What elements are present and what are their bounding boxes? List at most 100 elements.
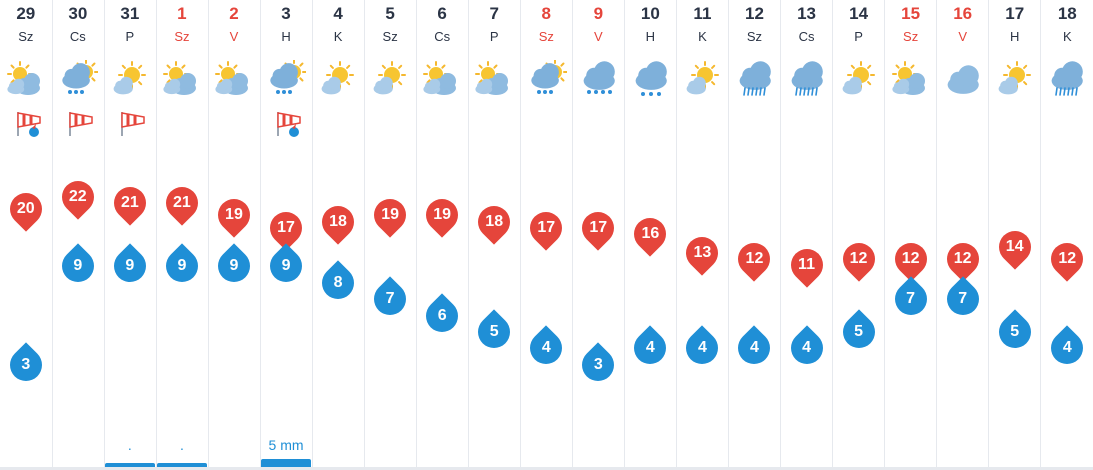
min-temp-value: 4 (750, 339, 759, 357)
day-column[interactable]: 11 K 13 4 (677, 0, 730, 470)
day-date: 7 (489, 4, 499, 23)
day-date: 31 (120, 4, 140, 23)
day-weekday: V (229, 29, 239, 44)
day-date: 15 (901, 4, 921, 23)
day-column[interactable]: 1 Sz 21 9. (156, 0, 209, 470)
max-temp-pin: 20 (3, 186, 49, 232)
cloud-icon (943, 60, 983, 102)
day-weekday: H (645, 29, 656, 44)
min-temp-value: 9 (229, 257, 239, 275)
max-temp-value: 12 (901, 250, 920, 267)
day-column[interactable]: 17 H 14 5 (989, 0, 1042, 470)
min-temp-drop: 7 (887, 276, 934, 322)
max-temp-pin: 12 (835, 236, 882, 282)
sun-cloud-icon (683, 60, 723, 102)
min-temp-value: 4 (541, 339, 551, 357)
day-date: 3 (281, 4, 291, 23)
min-temp-drop: 3 (3, 342, 49, 388)
day-column[interactable]: 4 K 18 8 (312, 0, 365, 470)
windsock-icon (64, 108, 94, 138)
min-temp-value: 9 (73, 257, 83, 275)
windsock-icon (116, 108, 146, 138)
cloud-drizzle-icon (631, 60, 671, 102)
precip-bar (157, 463, 207, 467)
precip-bar (261, 459, 311, 467)
max-temp-value: 22 (68, 187, 87, 205)
day-date: 16 (953, 4, 973, 23)
min-temp-drop: 5 (471, 309, 517, 355)
min-temp-drop: 7 (940, 276, 986, 322)
partly-cloudy-icon (162, 60, 202, 102)
day-column[interactable]: 29 Sz 20 3 (0, 0, 53, 470)
max-temp-value: 14 (1005, 237, 1024, 255)
day-column[interactable]: 15 Sz 12 7 (885, 0, 938, 470)
partly-cloudy-icon (474, 60, 514, 102)
day-weekday: Cs (434, 29, 451, 44)
max-temp-value: 12 (953, 250, 972, 267)
min-temp-value: 9 (281, 257, 291, 275)
day-weekday: H (1010, 29, 1020, 44)
sun-cloud-icon (318, 60, 358, 102)
day-column[interactable]: 10 H 16 4 (625, 0, 678, 470)
cloud-heavy-rain-icon (1047, 60, 1087, 102)
sun-cloud-icon (370, 60, 410, 102)
day-column[interactable]: 31 P 21 9. (104, 0, 157, 470)
day-weekday: K (698, 29, 707, 44)
day-weekday: Sz (746, 29, 763, 44)
day-date: 30 (68, 4, 88, 23)
min-temp-drop: 9 (211, 243, 257, 290)
min-temp-drop: 6 (419, 292, 465, 339)
max-temp-pin: 19 (419, 192, 465, 238)
max-temp-pin: 12 (887, 236, 934, 282)
min-temp-value: 9 (125, 257, 135, 275)
day-column[interactable]: 3 H 17 9 5 mm (260, 0, 313, 470)
max-temp-value: 12 (849, 250, 868, 267)
day-column[interactable]: 6 Cs 19 6 (416, 0, 469, 470)
day-column[interactable]: 16 V 12 7 (937, 0, 990, 470)
day-date: 14 (849, 4, 869, 23)
day-weekday: K (333, 29, 343, 44)
day-column[interactable]: 8 Sz 17 4 (521, 0, 574, 470)
max-temp-pin: 12 (731, 236, 778, 282)
precip-amount: . (127, 437, 132, 453)
min-temp-value: 4 (1062, 339, 1072, 357)
day-column[interactable]: 14 P 12 5 (833, 0, 886, 470)
day-date: 1 (177, 4, 187, 23)
max-temp-pin: 14 (992, 223, 1038, 270)
day-column[interactable]: 9 V 17 3 (573, 0, 626, 470)
min-temp-drop: 4 (627, 325, 673, 372)
max-temp-pin: 12 (940, 236, 986, 282)
cloud-rain-icon (579, 60, 619, 102)
day-weekday: Cs (798, 29, 815, 44)
min-temp-value: 4 (802, 339, 811, 357)
day-column[interactable]: 7 P 18 5 (468, 0, 521, 470)
min-temp-value: 9 (177, 257, 187, 275)
precip-bar (105, 463, 155, 467)
max-temp-value: 17 (537, 218, 556, 236)
day-column[interactable]: 30 Cs 22 9 (52, 0, 105, 470)
max-temp-value: 17 (277, 218, 295, 236)
min-temp-drop: 4 (1044, 325, 1090, 372)
min-temp-drop: 8 (315, 260, 361, 306)
day-column[interactable]: 18 K 12 4 (1041, 0, 1093, 470)
day-date: 9 (593, 4, 604, 23)
day-column[interactable]: 12 Sz 12 4 (729, 0, 782, 470)
min-temp-drop: 4 (679, 325, 726, 372)
precip-baseline (0, 467, 1093, 470)
day-column[interactable]: 5 Sz 19 7 (364, 0, 417, 470)
max-temp-value: 12 (1058, 250, 1077, 267)
day-column[interactable]: 2 V 19 9 (208, 0, 261, 470)
min-temp-value: 7 (958, 290, 968, 308)
partly-cloudy-icon (214, 60, 254, 102)
day-weekday: Sz (18, 29, 34, 44)
day-date: 6 (437, 4, 447, 23)
cloud-rain-sun-icon (58, 59, 100, 102)
day-column[interactable]: 13 Cs 11 4 (781, 0, 834, 470)
min-temp-drop: 9 (159, 243, 205, 290)
partly-cloudy-icon (422, 60, 462, 102)
max-temp-value: 12 (745, 250, 764, 267)
max-temp-value: 19 (433, 206, 452, 224)
max-temp-value: 16 (641, 225, 660, 242)
day-weekday: P (854, 29, 863, 44)
